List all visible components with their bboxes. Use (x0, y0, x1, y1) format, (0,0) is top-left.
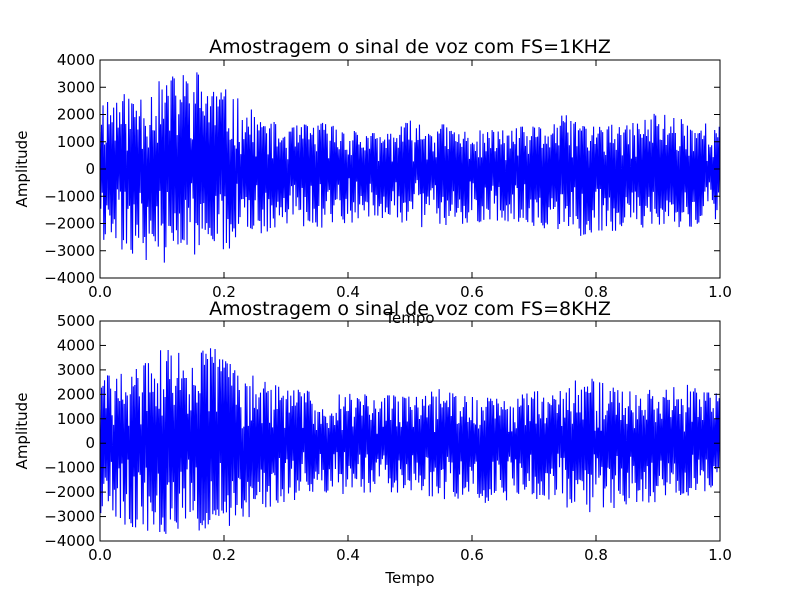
ytick-label: −3000 (44, 508, 95, 526)
ytick-label: 0 (85, 160, 95, 178)
xtick-label: 1.0 (708, 283, 732, 301)
xtick-label: 0.0 (88, 283, 112, 301)
subplot-1-ylabel: Amplitude (13, 131, 31, 208)
subplot-1-title: Amostragem o sinal de voz com FS=1KHZ (209, 36, 611, 58)
xtick-label: 0.2 (212, 283, 236, 301)
subplot-1-series-line (100, 72, 720, 263)
xtick-label: 0.8 (584, 546, 608, 564)
ytick-label: 5000 (57, 312, 95, 330)
xtick-label: 0.4 (336, 546, 360, 564)
xtick-label: 0.2 (212, 546, 236, 564)
ytick-label: −2000 (44, 483, 95, 501)
ytick-label: 2000 (57, 385, 95, 403)
subplot-1-ticks: 0.0 0.2 0.4 0.6 0.8 1.0 4000 3000 2000 1000 0 −1000… (44, 51, 732, 301)
ytick-label: 1000 (57, 133, 95, 151)
subplot-2-signal-layer (100, 348, 720, 534)
subplot-2-ylabel: Amplitude (13, 393, 31, 470)
ytick-label: −3000 (44, 242, 95, 260)
subplot-2: Amostragem o sinal de voz com FS=8KHZ Am… (13, 298, 732, 587)
subplot-2-series-line (100, 348, 720, 534)
ytick-label: 3000 (57, 78, 95, 96)
xtick-label: 0.6 (460, 283, 484, 301)
xtick-label: 0.8 (584, 283, 608, 301)
xtick-label: 0.6 (460, 546, 484, 564)
ytick-label: −1000 (44, 187, 95, 205)
xtick-label: 0.4 (336, 283, 360, 301)
subplot-1: Amostragem o sinal de voz com FS=1KHZ Am… (13, 36, 732, 327)
xtick-label: 0.0 (88, 546, 112, 564)
ytick-label: 4000 (57, 336, 95, 354)
ytick-label: 2000 (57, 106, 95, 124)
subplot-1-signal-layer (100, 72, 720, 263)
ytick-label: −1000 (44, 459, 95, 477)
ytick-label: 1000 (57, 410, 95, 428)
ytick-label: −2000 (44, 215, 95, 233)
subplot-1-xlabel: Tempo (384, 309, 434, 327)
ytick-label: 0 (85, 434, 95, 452)
subplot-2-xlabel: Tempo (384, 569, 434, 587)
xtick-label: 1.0 (708, 546, 732, 564)
subplot-2-title: Amostragem o sinal de voz com FS=8KHZ (209, 298, 611, 320)
ytick-label: −4000 (44, 269, 95, 287)
subplot-1-frame (99, 59, 721, 279)
subplot-2-ticks: 0.0 0.2 0.4 0.6 0.8 1.0 5000 4000 3000 2000 1000 0 −… (44, 312, 732, 564)
subplot-2-frame (99, 320, 721, 542)
ytick-label: −4000 (44, 532, 95, 550)
ytick-label: 4000 (57, 51, 95, 69)
ytick-label: 3000 (57, 361, 95, 379)
